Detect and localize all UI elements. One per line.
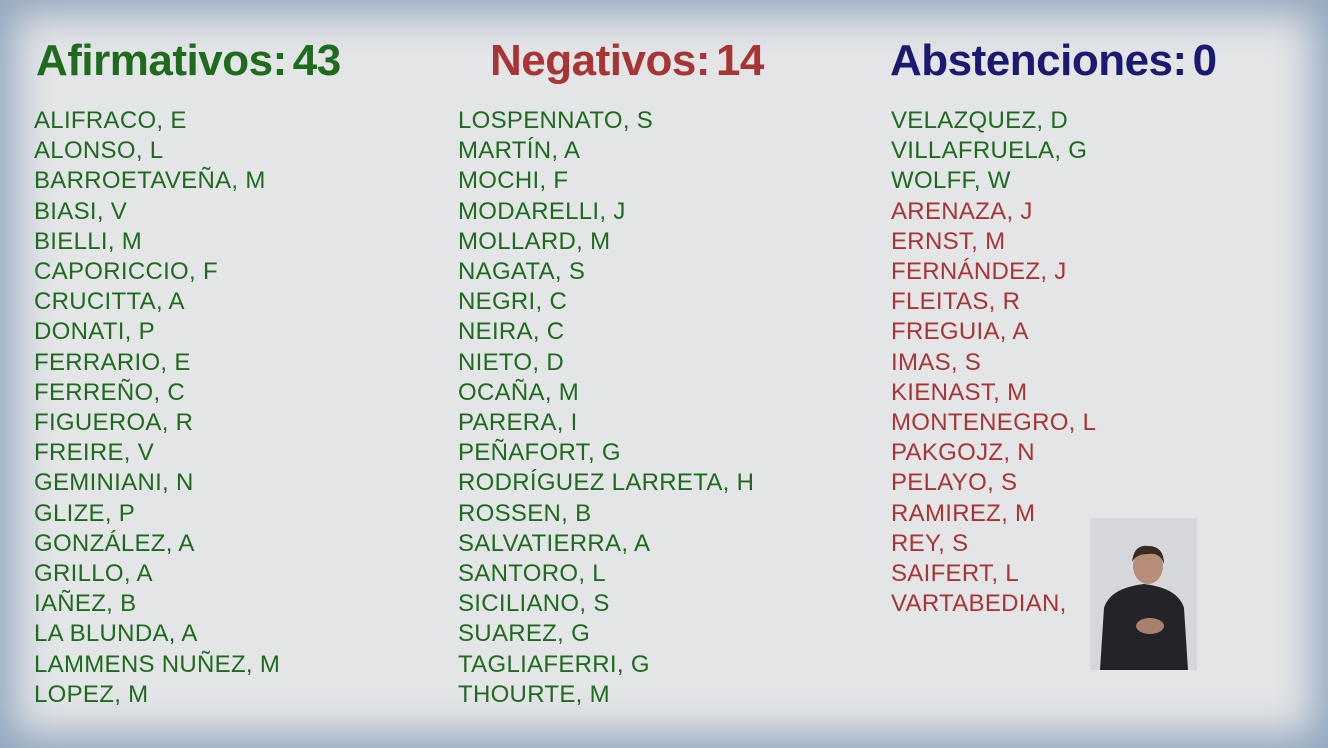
legislator-name: LAMMENS NUÑEZ, M — [34, 650, 281, 678]
tally-count: 43 — [292, 36, 341, 85]
legislator-name: SANTORO, L — [458, 560, 606, 587]
legislator-name: SICILIANO, S — [458, 590, 610, 618]
tally-count: 0 — [1192, 36, 1217, 85]
tally-header: Afirmativos: 43 — [36, 36, 347, 86]
interpreter-video — [1090, 518, 1197, 670]
legislator-name: MOCHI, F — [458, 167, 569, 195]
legislator-name: BIASI, V — [34, 197, 128, 225]
legislator-name: KIENAST, M — [891, 378, 1028, 406]
legislator-name: FIGUEROA, R — [34, 409, 194, 436]
legislator-name: VARTABEDIAN, — [891, 590, 1067, 618]
legislator-name: SALVATIERRA, A — [458, 529, 651, 557]
legislator-name: PELAYO, S — [891, 469, 1018, 497]
legislator-name: IMAS, S — [891, 348, 982, 376]
legislator-name: ALIFRACO, E — [34, 107, 187, 134]
legislator-name: PAKGOJZ, N — [891, 439, 1035, 467]
legislator-name: VELAZQUEZ, D — [891, 107, 1068, 134]
legislator-name: MONTENEGRO, L — [891, 409, 1097, 436]
tally-header: Negativos: 14 — [490, 36, 770, 86]
legislator-name: REY, S — [891, 529, 969, 557]
tally-count: 14 — [715, 36, 764, 85]
tally-label: Negativos: — [490, 36, 710, 85]
legislator-name: SAIFERT, L — [891, 560, 1019, 587]
legislator-name: ROSSEN, B — [458, 499, 592, 527]
legislator-name: PEÑAFORT, G — [458, 439, 621, 467]
legislator-name: NEIRA, C — [458, 318, 565, 346]
legislator-name: MOLLARD, M — [458, 227, 611, 255]
legislator-name: GONZÁLEZ, A — [34, 529, 195, 557]
legislator-name: WOLFF, W — [891, 167, 1011, 195]
interpreter-figure — [1090, 518, 1197, 670]
legislator-name: ARENAZA, J — [891, 197, 1033, 225]
legislator-name: MODARELLI, J — [458, 197, 626, 225]
legislator-name: LOSPENNATO, S — [458, 107, 654, 134]
legislator-name: RAMIREZ, M — [891, 499, 1036, 527]
legislator-name: LA BLUNDA, A — [34, 620, 198, 648]
tally-header: Abstenciones: 0 — [890, 36, 1223, 86]
legislator-name: NAGATA, S — [458, 258, 586, 285]
tally-label: Afirmativos: — [36, 36, 287, 85]
legislator-name: TAGLIAFERRI, G — [458, 650, 650, 678]
legislator-name: GRILLO, A — [34, 560, 153, 587]
legislator-name: FERREÑO, C — [34, 378, 186, 406]
legislator-name: ERNST, M — [891, 227, 1006, 255]
legislator-name: FERRARIO, E — [34, 348, 191, 376]
legislator-name: DONATI, P — [34, 318, 155, 346]
legislator-name: FLEITAS, R — [891, 288, 1021, 316]
legislator-name: GEMINIANI, N — [34, 469, 194, 497]
legislator-name: OCAÑA, M — [458, 378, 580, 406]
legislator-name: NEGRI, C — [458, 288, 568, 316]
legislator-name: VILLAFRUELA, G — [891, 137, 1088, 165]
legislator-name: BARROETAVEÑA, M — [34, 167, 266, 195]
legislator-name: LOPEZ, M — [34, 680, 149, 708]
legislator-name: IAÑEZ, B — [34, 590, 137, 618]
legislator-name: FREGUIA, A — [891, 318, 1029, 346]
legislator-name: ALONSO, L — [34, 137, 164, 165]
legislator-name: RODRÍGUEZ LARRETA, H — [458, 469, 755, 497]
legislator-name: CAPORICCIO, F — [34, 258, 218, 285]
legislator-name: BIELLI, M — [34, 227, 143, 255]
legislator-name: SUAREZ, G — [458, 620, 591, 648]
legislator-name: CRUCITTA, A — [34, 288, 185, 316]
legislator-name: PARERA, I — [458, 409, 578, 436]
tally-label: Abstenciones: — [890, 36, 1187, 85]
legislator-name: FERNÁNDEZ, J — [891, 258, 1067, 285]
legislator-name: MARTÍN, A — [458, 137, 581, 165]
legislator-name: GLIZE, P — [34, 499, 136, 527]
legislator-name: THOURTE, M — [458, 680, 610, 708]
legislator-name: NIETO, D — [458, 348, 564, 376]
legislator-name: FREIRE, V — [34, 439, 155, 467]
